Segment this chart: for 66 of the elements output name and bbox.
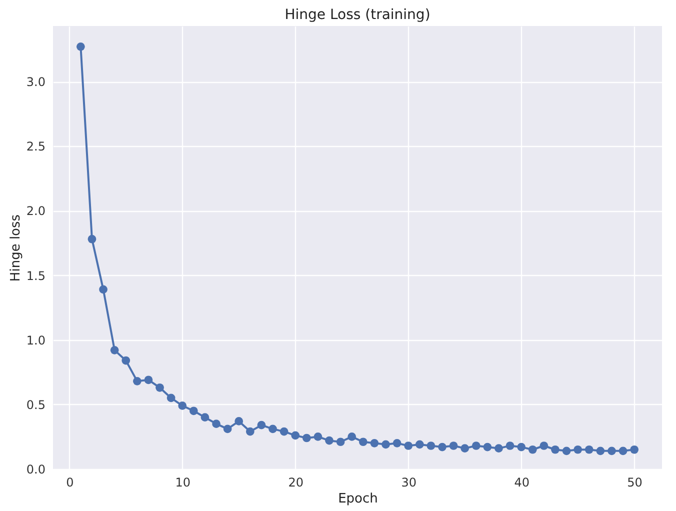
y-tick-label: 2.5 <box>26 140 46 154</box>
point <box>460 444 470 453</box>
point <box>122 356 130 365</box>
point <box>438 442 446 452</box>
x-tick-label: 10 <box>175 476 191 490</box>
chart-title: Hinge Loss (training) <box>284 7 430 23</box>
point <box>156 383 164 392</box>
point <box>76 42 85 51</box>
point <box>110 346 119 354</box>
point <box>348 432 356 441</box>
point <box>528 445 537 454</box>
point <box>144 376 153 384</box>
point <box>562 446 571 456</box>
point <box>540 442 548 450</box>
point <box>494 444 503 453</box>
point <box>608 446 616 456</box>
y-tick-label: 1.5 <box>26 268 46 283</box>
point <box>382 440 390 449</box>
point <box>551 445 560 454</box>
point <box>268 424 277 434</box>
y-tick-label: 3.0 <box>26 75 46 90</box>
point <box>404 442 413 450</box>
point <box>166 394 176 402</box>
y-tick-label: 2.0 <box>26 204 46 218</box>
point <box>88 234 96 244</box>
point <box>189 406 198 416</box>
y-axis-title: Hinge loss <box>8 214 24 282</box>
point <box>291 431 300 440</box>
point <box>630 445 638 454</box>
x-tick-label: 50 <box>627 476 642 490</box>
x-tick-label: 0 <box>66 476 74 490</box>
point <box>574 445 582 454</box>
point <box>302 434 311 442</box>
point <box>212 420 220 428</box>
x-tick-label: 30 <box>401 476 416 490</box>
point <box>517 442 526 452</box>
point <box>336 438 345 446</box>
point <box>472 442 480 450</box>
x-axis-title: Epoch <box>338 492 378 506</box>
x-tick-label: 40 <box>514 476 530 490</box>
point <box>483 442 492 452</box>
point <box>223 424 232 434</box>
point <box>257 420 266 430</box>
point <box>358 438 368 446</box>
point <box>178 402 187 410</box>
point <box>200 413 210 422</box>
point <box>596 446 605 456</box>
y-tick-label: 1.0 <box>26 333 46 348</box>
y-tick-label: 0.5 <box>26 398 46 412</box>
point <box>314 432 322 441</box>
point <box>246 427 254 436</box>
point <box>370 438 379 448</box>
point <box>392 438 402 448</box>
point <box>234 417 244 426</box>
point <box>426 442 436 450</box>
y-tick-label: 0.0 <box>26 462 46 476</box>
point <box>584 445 594 454</box>
point <box>280 427 288 436</box>
x-tick-label: 20 <box>288 476 304 490</box>
point <box>618 446 628 456</box>
point <box>132 377 142 386</box>
point <box>506 442 514 450</box>
point <box>449 442 458 450</box>
point <box>325 436 334 445</box>
point <box>415 440 424 449</box>
point <box>99 285 108 294</box>
